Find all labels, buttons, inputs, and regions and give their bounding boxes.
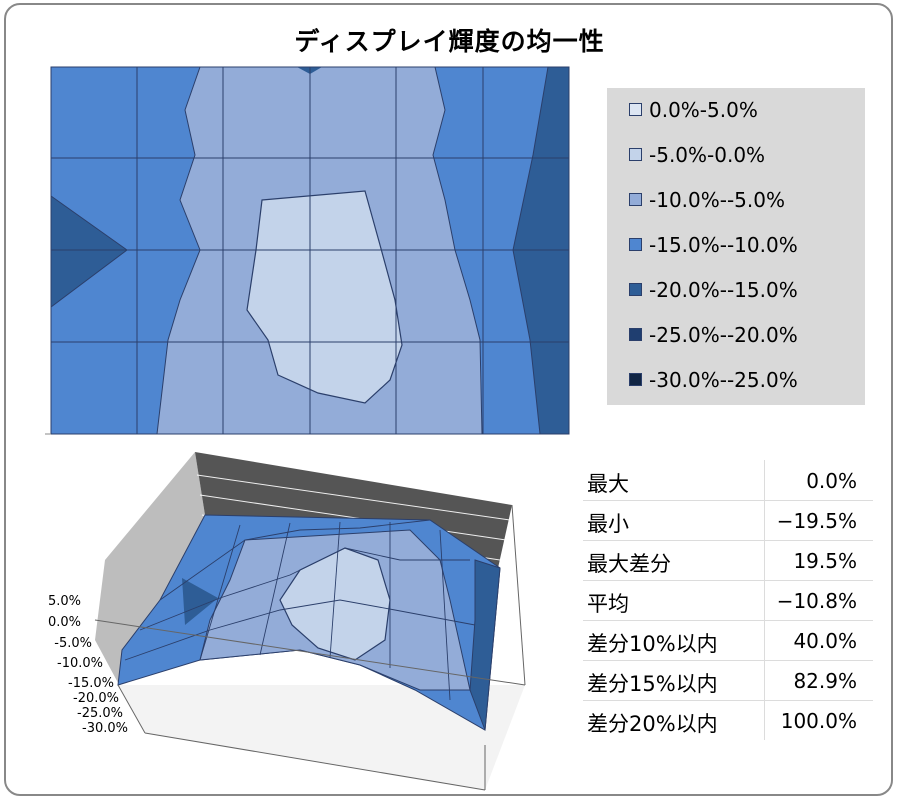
- stats-value: 40.0%: [793, 629, 857, 653]
- stats-row: 差分10%以内 40.0%: [583, 620, 873, 661]
- stats-divider: [764, 500, 765, 540]
- legend-swatch: [629, 283, 642, 296]
- legend-item: -30.0%--25.0%: [629, 368, 798, 392]
- stats-value: −10.8%: [776, 589, 857, 613]
- stats-row: 最小 −19.5%: [583, 500, 873, 541]
- stats-value: 100.0%: [780, 709, 857, 733]
- stats-divider: [764, 540, 765, 580]
- ytick-label: 5.0%: [47, 594, 81, 609]
- chart-title: ディスプレイ輝度の均一性: [294, 27, 605, 56]
- stats-value: 0.0%: [806, 469, 857, 493]
- ytick-label: -30.0%: [82, 721, 128, 736]
- ytick-label: -15.0%: [68, 676, 114, 691]
- stats-value: 82.9%: [793, 669, 857, 693]
- legend-label: -25.0%--20.0%: [649, 323, 798, 347]
- stats-label: 最大: [587, 472, 629, 496]
- surface-band-m5-0: [279, 547, 391, 661]
- legend-item: -15.0%--10.0%: [629, 233, 798, 257]
- stats-label: 差分15%以内: [587, 672, 718, 696]
- legend-item: -5.0%-0.0%: [629, 143, 766, 167]
- stats-row: 最大 0.0%: [583, 460, 873, 501]
- legend-label: -5.0%-0.0%: [649, 143, 766, 167]
- ytick-label: -10.0%: [57, 656, 103, 671]
- stats-divider: [764, 580, 765, 620]
- legend-label: -15.0%--10.0%: [649, 233, 798, 257]
- legend-swatch: [629, 238, 642, 251]
- legend-label: -20.0%--15.0%: [649, 278, 798, 302]
- stats-value: −19.5%: [776, 509, 857, 533]
- legend-swatch: [629, 373, 642, 386]
- ytick-label: 0.0%: [47, 615, 81, 630]
- surface-band-m20-m15-right: [469, 559, 501, 731]
- stats-row: 差分15%以内 82.9%: [583, 660, 873, 701]
- legend-swatch: [629, 193, 642, 206]
- legend-label: -10.0%--5.0%: [649, 188, 785, 212]
- stats-row: 最大差分 19.5%: [583, 540, 873, 581]
- stats-row: 平均 −10.8%: [583, 580, 873, 621]
- surface-floor: [118, 685, 525, 790]
- ytick-label: -5.0%: [54, 636, 92, 651]
- stats-divider: [764, 460, 765, 500]
- stats-divider: [764, 660, 765, 700]
- stats-row: 差分20%以内 100.0%: [583, 700, 873, 740]
- legend-swatch: [629, 328, 642, 341]
- stats-label: 差分10%以内: [587, 632, 718, 656]
- chart-legend: 0.0%-5.0% -5.0%-0.0% -10.0%--5.0% -15.0%…: [607, 88, 865, 405]
- stats-label: 差分20%以内: [587, 712, 718, 736]
- legend-item: 0.0%-5.0%: [629, 98, 758, 122]
- contour-band-m5-0: [246, 190, 403, 404]
- contour-map: [45, 66, 570, 435]
- stats-label: 最小: [587, 512, 629, 536]
- surface-3d: [94, 452, 526, 791]
- legend-item: -10.0%--5.0%: [629, 188, 785, 212]
- contour-gridlines: [50, 66, 570, 435]
- legend-item: -20.0%--15.0%: [629, 278, 798, 302]
- stats-label: 平均: [587, 592, 629, 616]
- ytick-label: -25.0%: [77, 706, 123, 721]
- ytick-label: -20.0%: [73, 691, 119, 706]
- surface-axes: [94, 504, 526, 791]
- legend-label: -30.0%--25.0%: [649, 368, 798, 392]
- stats-divider: [764, 700, 765, 740]
- legend-item: -25.0%--20.0%: [629, 323, 798, 347]
- stats-divider: [764, 620, 765, 660]
- legend-swatch: [629, 148, 642, 161]
- stats-value: 19.5%: [793, 549, 857, 573]
- legend-swatch: [629, 103, 642, 116]
- surface-band-m20-m15-left: [182, 578, 218, 625]
- legend-label: 0.0%-5.0%: [649, 98, 758, 122]
- stats-label: 最大差分: [587, 552, 671, 576]
